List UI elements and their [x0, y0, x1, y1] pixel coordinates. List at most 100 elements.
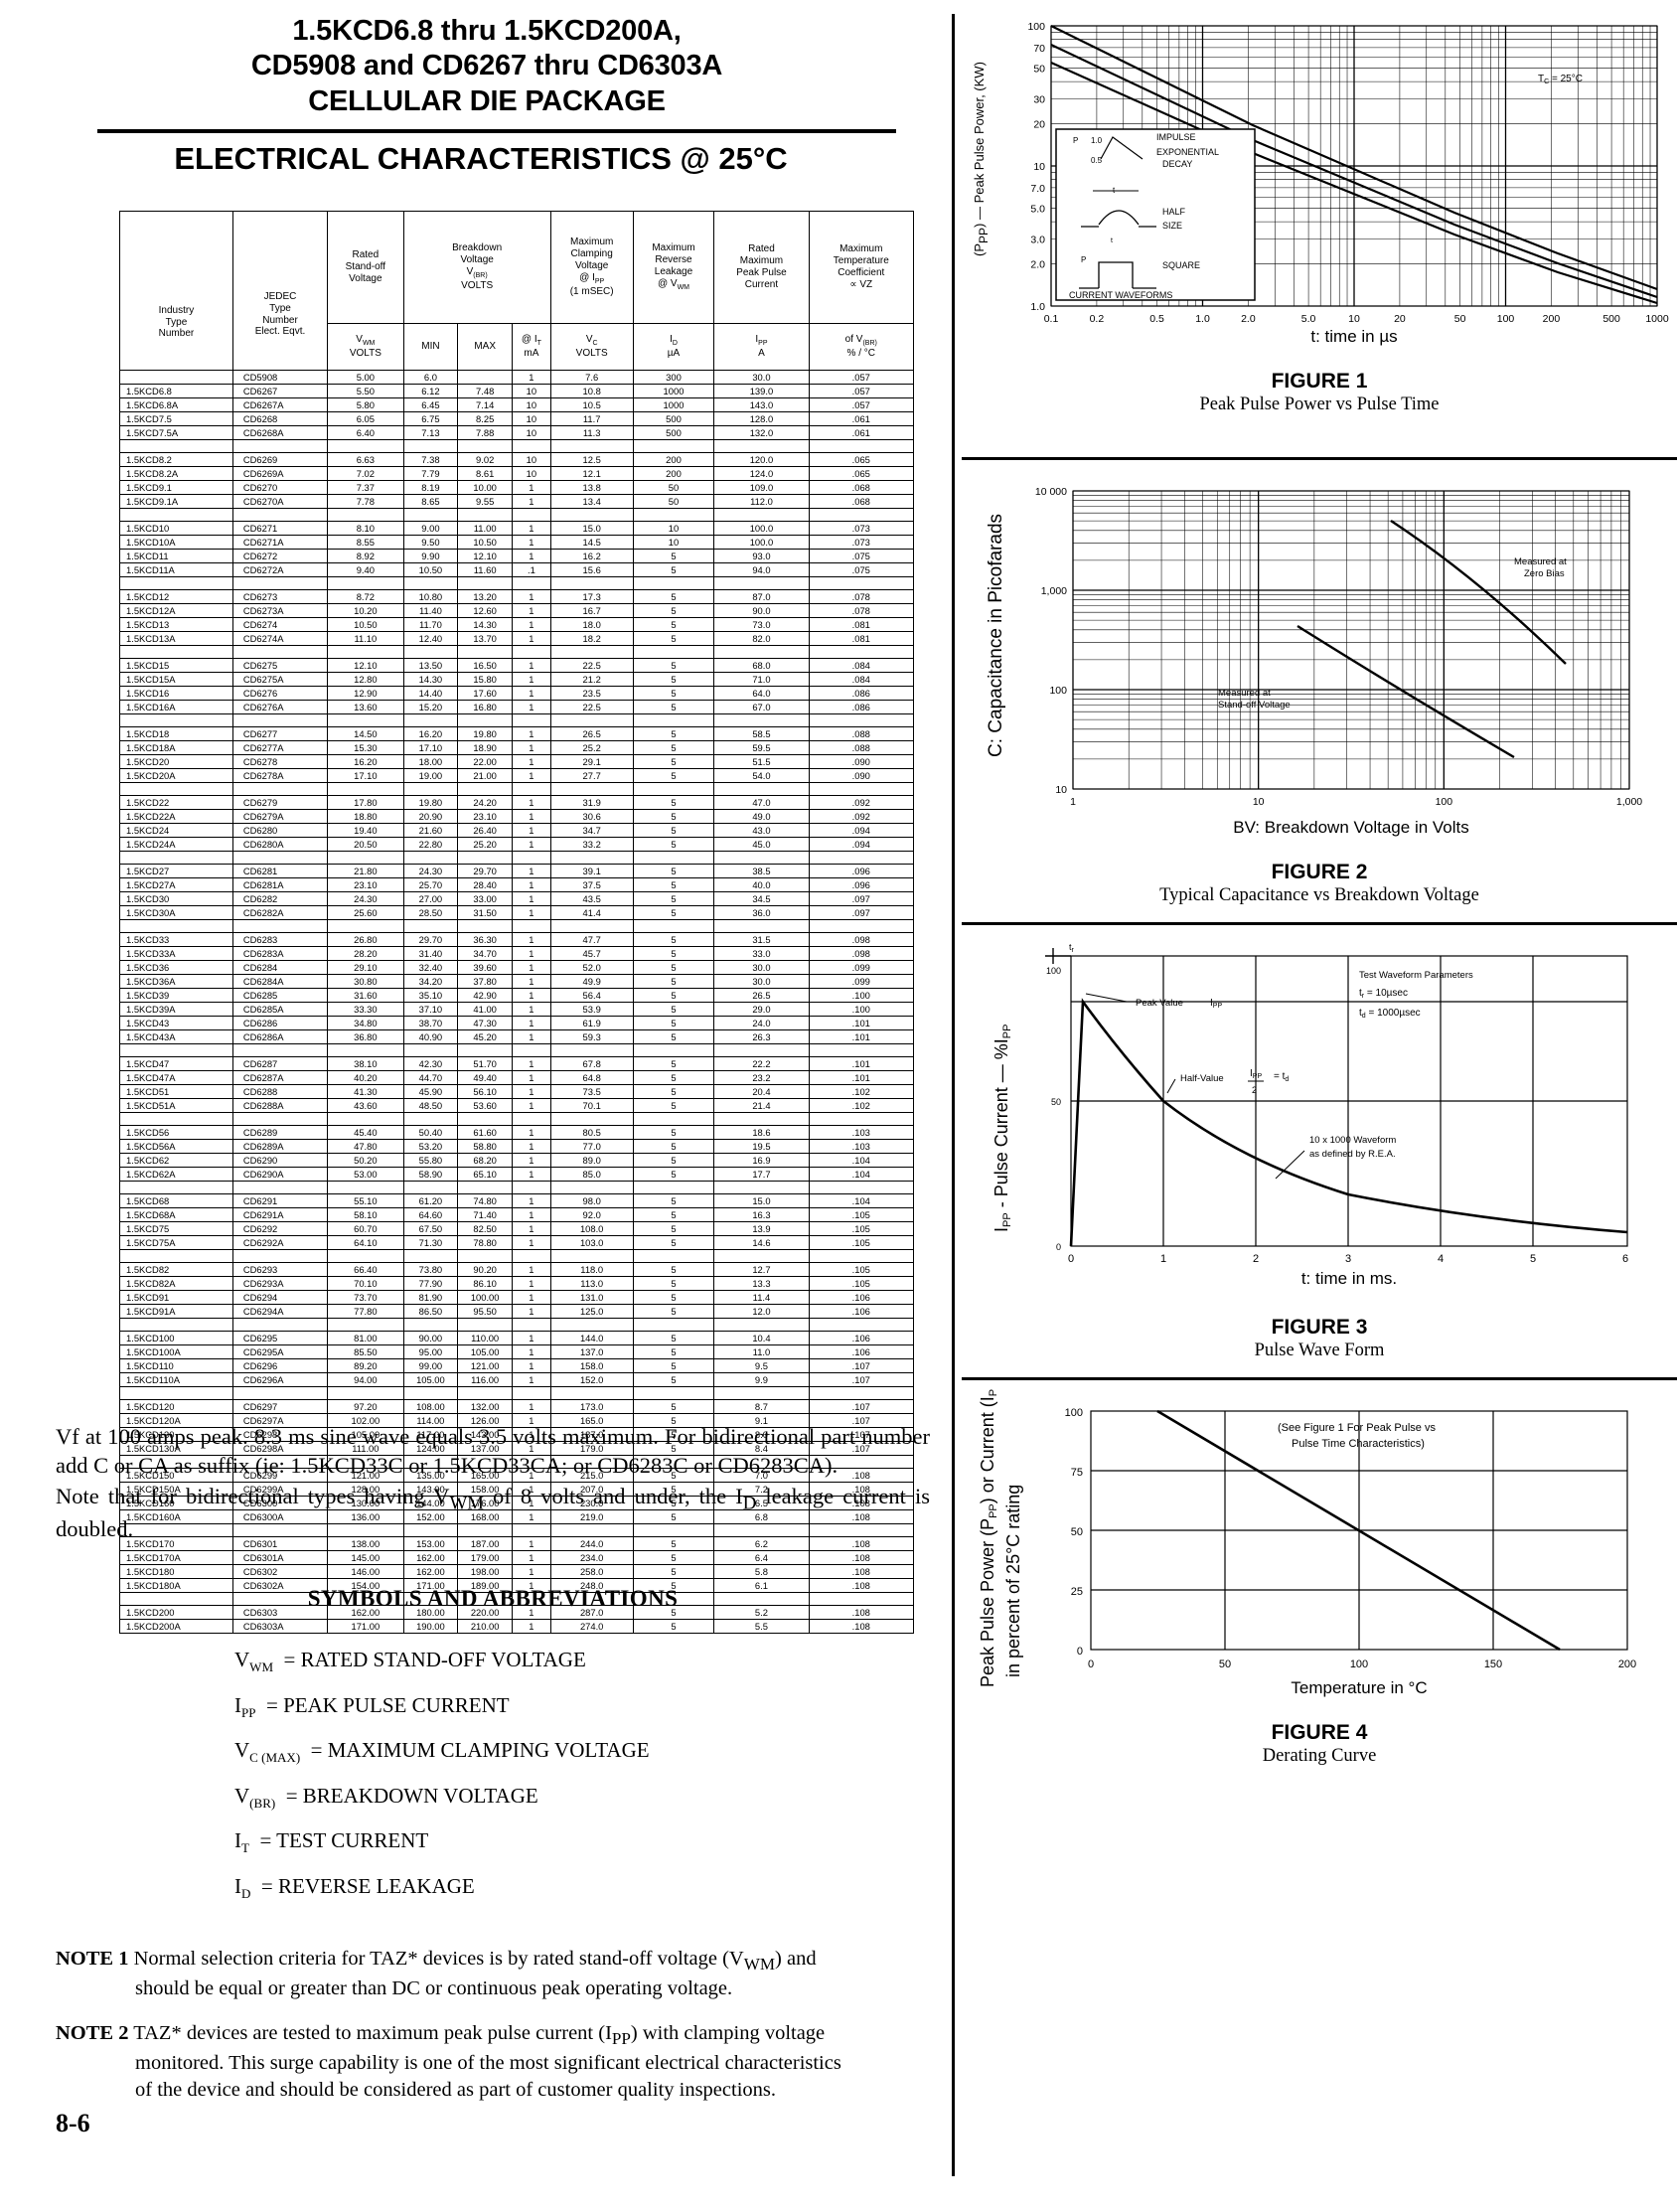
table-row[interactable]: 1.5KCD18 CD6277 14.50 16.20 19.80 1 26.5 5 58.5.…	[119, 726, 915, 741]
table-row[interactable]: 1.5KCD100A CD6295A 85.50 95.00 105.00 1 137.0 5…	[119, 1344, 915, 1359]
table-row[interactable]: 1.5KCD43 CD6286 34.80 38.70 47.30 1 61.9 5 24.0.…	[119, 1016, 915, 1030]
table-row[interactable]: 1.5KCD47A CD6287A 40.20 44.70 49.40 1 64.8 5 23.…	[119, 1070, 915, 1085]
table-row[interactable]: 1.5KCD30A CD6282A 25.60 28.50 31.50 1 41.4 5 36.…	[119, 905, 915, 920]
table-row[interactable]: 1.5KCD22A CD6279A 18.80 20.90 23.10 1 30.6 5 49.…	[119, 809, 915, 824]
table-row[interactable]: 1.5KCD130 CD6298 105.00 117.00 143.00 1 187.0 5…	[119, 1427, 915, 1442]
table-cell: 5	[632, 1193, 715, 1208]
table-row[interactable]: 1.5KCD6.8A CD6267A 5.80 6.45 7.14 10 10.5 1000 1…	[119, 397, 915, 412]
table-row[interactable]: 1.5KCD11 CD6272 8.92 9.90 12.10 1 16.2 5 93.0.07…	[119, 549, 915, 563]
table-row[interactable]: 1.5KCD180 CD6302 146.00 162.00 198.00 1 258.0 5…	[119, 1564, 915, 1579]
table-row[interactable]: 1.5KCD30 CD6282 24.30 27.00 33.00 1 43.5 5 34.5.…	[119, 891, 915, 906]
table-row[interactable]: 1.5KCD43A CD6286A 36.80 40.90 45.20 1 59.3 5 26.…	[119, 1029, 915, 1044]
table-row[interactable]: 1.5KCD8.2 CD6269 6.63 7.38 9.02 10 12.5 200 120.…	[119, 452, 915, 467]
table-row[interactable]: 1.5KCD150 CD6299 121.00 135.00 165.00 1 215.0 5…	[119, 1468, 915, 1483]
table-row[interactable]: 1.5KCD170A CD6301A 145.00 162.00 179.00 1 234.…	[119, 1550, 915, 1565]
table-row[interactable]: 1.5KCD91A CD6294A 77.80 86.50 95.50 1 125.0 5 12…	[119, 1304, 915, 1319]
table-row[interactable]: 1.5KCD27A CD6281A 23.10 25.70 28.40 1 37.5 5 40.…	[119, 877, 915, 892]
table-row[interactable]: 1.5KCD51 CD6288 41.30 45.90 56.10 1 73.5 5 20.4.…	[119, 1084, 915, 1099]
table-row[interactable]: 1.5KCD39 CD6285 31.60 35.10 42.90 1 56.4 5 26.5.…	[119, 988, 915, 1003]
table-row[interactable]: 1.5KCD62A CD6290A 53.00 58.90 65.10 1 85.0 5 17.…	[119, 1167, 915, 1182]
table-row[interactable]: 1.5KCD62 CD6290 50.20 55.80 68.20 1 89.0 5 16.9.…	[119, 1153, 915, 1168]
table-row[interactable]: 1.5KCD15A CD6275A 12.80 14.30 15.80 1 21.2 5 71.…	[119, 672, 915, 687]
table-row[interactable]: 1.5KCD68A CD6291A 58.10 64.60 71.40 1 92.0 5 16.…	[119, 1207, 915, 1222]
table-cell: .088	[808, 740, 915, 755]
table-row[interactable]: 1.5KCD56A CD6289A 47.80 53.20 58.80 1 77.0 5 19.…	[119, 1139, 915, 1154]
table-row[interactable]: 1.5KCD82 CD6293 66.40 73.80 90.20 1 118.0 5 12.7…	[119, 1262, 915, 1277]
table-row[interactable]: 1.5KCD13 CD6274 10.50 11.70 14.30 1 18.0 5 73.0.…	[119, 617, 915, 632]
table-cell: .101	[808, 1070, 915, 1085]
table-row[interactable]: 1.5KCD160 CD6300 130.00 144.00 176.00 1 230.0 5…	[119, 1496, 915, 1510]
table-row[interactable]: 1.5KCD10 CD6271 8.10 9.00 11.00 1 15.0 10 100.0.…	[119, 521, 915, 536]
table-cell: CD6279	[231, 795, 329, 810]
table-row[interactable]: 1.5KCD36A CD6284A 30.80 34.20 37.80 1 49.9 5 30.…	[119, 974, 915, 989]
table-row[interactable]: CD5908 5.00 6.0 1 7.6 300 30.0.057	[119, 370, 915, 385]
figure-4-annotation-2: Pulse Time Characteristics)	[1292, 1438, 1425, 1450]
table-cell: .108	[808, 1578, 915, 1593]
table-cell: .057	[808, 397, 915, 412]
table-row[interactable]: 1.5KCD12A CD6273A 10.20 11.40 12.60 1 16.7 5 90.…	[119, 603, 915, 618]
table-row[interactable]: 1.5KCD180A CD6302A 154.00 171.00 189.00 1 248.…	[119, 1578, 915, 1593]
table-row[interactable]: 1.5KCD75A CD6292A 64.10 71.30 78.80 1 103.0 5 14…	[119, 1235, 915, 1250]
table-row[interactable]: 1.5KCD15 CD6275 12.10 13.50 16.50 1 22.5 5 68.0.…	[119, 658, 915, 673]
axis-tick-label: 10	[1348, 313, 1360, 325]
table-cell: 200	[632, 452, 715, 467]
table-cell: 1.5KCD47A	[119, 1070, 233, 1085]
table-row[interactable]: 1.5KCD6.8 CD6267 5.50 6.12 7.48 10 10.8 1000 139…	[119, 384, 915, 398]
table-row[interactable]: 1.5KCD16A CD6276A 13.60 15.20 16.80 1 22.5 5 67.…	[119, 700, 915, 714]
table-row[interactable]: 1.5KCD120 CD6297 97.20 108.00 132.00 1 173.0 5 8…	[119, 1399, 915, 1414]
figure-4-subcaption: Derating Curve	[1262, 1746, 1377, 1766]
table-row[interactable]: 1.5KCD10A CD6271A 8.55 9.50 10.50 1 14.5 10 100.…	[119, 535, 915, 550]
table-cell: 54.0	[713, 768, 810, 783]
table-row[interactable]: 1.5KCD51A CD6288A 43.60 48.50 53.60 1 70.1 5 21.…	[119, 1098, 915, 1113]
figure-1: (PPP) — Peak Pulse Power, (KW) P	[962, 8, 1677, 415]
table-row[interactable]: 1.5KCD68 CD6291 55.10 61.20 74.80 1 98.0 5 15.0.…	[119, 1193, 915, 1208]
table-row[interactable]: 1.5KCD39A CD6285A 33.30 37.10 41.00 1 53.9 5 29.…	[119, 1002, 915, 1017]
table-row[interactable]: 1.5KCD130A CD6298A 111.00 124.00 137.00 1 179.…	[119, 1441, 915, 1456]
table-row[interactable]: 1.5KCD20 CD6278 16.20 18.00 22.00 1 29.1 5 51.5.…	[119, 754, 915, 769]
table-cell: 5	[632, 795, 715, 810]
table-cell: 1.5KCD11A	[119, 562, 233, 577]
table-row[interactable]: 1.5KCD9.1 CD6270 7.37 8.19 10.00 1 13.8 50 109.0…	[119, 480, 915, 495]
table-cell: 38.70	[402, 1016, 459, 1030]
table-row[interactable]: 1.5KCD24A CD6280A 20.50 22.80 25.20 1 33.2 5 45.…	[119, 837, 915, 852]
table-row[interactable]: 1.5KCD110A CD6296A 94.00 105.00 116.00 1 152.0…	[119, 1372, 915, 1387]
table-row[interactable]: 1.5KCD7.5A CD6268A 6.40 7.13 7.88 10 11.3 500 13…	[119, 425, 915, 440]
table-row[interactable]: 1.5KCD91 CD6294 73.70 81.90 100.00 1 131.0 5 11.…	[119, 1290, 915, 1305]
table-row[interactable]: 1.5KCD56 CD6289 45.40 50.40 61.60 1 80.5 5 18.6.…	[119, 1125, 915, 1140]
table-cell: 258.0	[549, 1564, 634, 1579]
table-row[interactable]: 1.5KCD36 CD6284 29.10 32.40 39.60 1 52.0 5 30.0.…	[119, 960, 915, 975]
table-row[interactable]: 1.5KCD120A CD6297A 102.00 114.00 126.00 1 165.…	[119, 1413, 915, 1428]
table-row[interactable]: 1.5KCD24 CD6280 19.40 21.60 26.40 1 34.7 5 43.0.…	[119, 823, 915, 838]
table-row[interactable]: 1.5KCD22 CD6279 17.80 19.80 24.20 1 31.9 5 47.0.…	[119, 795, 915, 810]
table-row[interactable]: 1.5KCD27 CD6281 21.80 24.30 29.70 1 39.1 5 38.5.…	[119, 864, 915, 878]
table-row[interactable]: 1.5KCD16 CD6276 12.90 14.40 17.60 1 23.5 5 64.0.…	[119, 686, 915, 701]
table-cell: 1.5KCD110A	[119, 1372, 233, 1387]
table-row[interactable]: 1.5KCD18A CD6277A 15.30 17.10 18.90 1 25.2 5 59.…	[119, 740, 915, 755]
table-row[interactable]: 1.5KCD12 CD6273 8.72 10.80 13.20 1 17.3 5 87.0.0…	[119, 589, 915, 604]
table-row[interactable]: 1.5KCD110 CD6296 89.20 99.00 121.00 1 158.0 5 9.…	[119, 1358, 915, 1373]
table-row[interactable]: 1.5KCD150A CD6299A 128.00 143.00 158.00 1 207.…	[119, 1482, 915, 1497]
table-row[interactable]: 1.5KCD75 CD6292 60.70 67.50 82.50 1 108.0 5 13.9…	[119, 1221, 915, 1236]
table-row[interactable]: 1.5KCD200A CD6303A 171.00 190.00 210.00 1 274.…	[119, 1619, 915, 1634]
note-2-line-2: monitored. This surge capability is one …	[135, 2052, 841, 2075]
table-row[interactable]: 1.5KCD82A CD6293A 70.10 77.90 86.10 1 113.0 5 13…	[119, 1276, 915, 1291]
title-line-1: 1.5KCD6.8 thru 1.5KCD200A,	[292, 15, 682, 47]
axis-tick-label: 100	[1049, 685, 1067, 697]
table-cell: 1.5KCD11	[119, 549, 233, 563]
table-row[interactable]: 1.5KCD13A CD6274A 11.10 12.40 13.70 1 18.2 5 82.…	[119, 631, 915, 646]
table-row[interactable]: 1.5KCD11A CD6272A 9.40 10.50 11.60.1 15.6 5 94.…	[119, 562, 915, 577]
table-row[interactable]: 1.5KCD160A CD6300A 136.00 152.00 168.00 1 219.…	[119, 1509, 915, 1524]
table-row[interactable]: 1.5KCD7.5 CD6268 6.05 6.75 8.25 10 11.7 500 128.…	[119, 411, 915, 426]
svg-text:IMPULSE: IMPULSE	[1156, 132, 1196, 142]
table-row[interactable]: 1.5KCD8.2A CD6269A 7.02 7.79 8.61 10 12.1 200 12…	[119, 466, 915, 481]
table-cell: 1.5KCD18	[119, 726, 233, 741]
table-row[interactable]: 1.5KCD33A CD6283A 28.20 31.40 34.70 1 45.7 5 33.…	[119, 946, 915, 961]
table-cell: 8.4	[713, 1441, 810, 1456]
table-row[interactable]: 1.5KCD9.1A CD6270A 7.78 8.65 9.55 1 13.4 50 112.…	[119, 494, 915, 509]
table-row[interactable]: 1.5KCD33 CD6283 26.80 29.70 36.30 1 47.7 5 31.5.…	[119, 932, 915, 947]
table-row[interactable]: 1.5KCD100 CD6295 81.00 90.00 110.00 1 144.0 5 10…	[119, 1331, 915, 1345]
table-cell: 22.5	[549, 658, 634, 673]
table-cell: 35.10	[402, 988, 459, 1003]
table-row[interactable]: 1.5KCD20A CD6278A 17.10 19.00 21.00 1 27.7 5 54.…	[119, 768, 915, 783]
table-row[interactable]: 1.5KCD47 CD6287 38.10 42.30 51.70 1 67.8 5 22.2.…	[119, 1056, 915, 1071]
